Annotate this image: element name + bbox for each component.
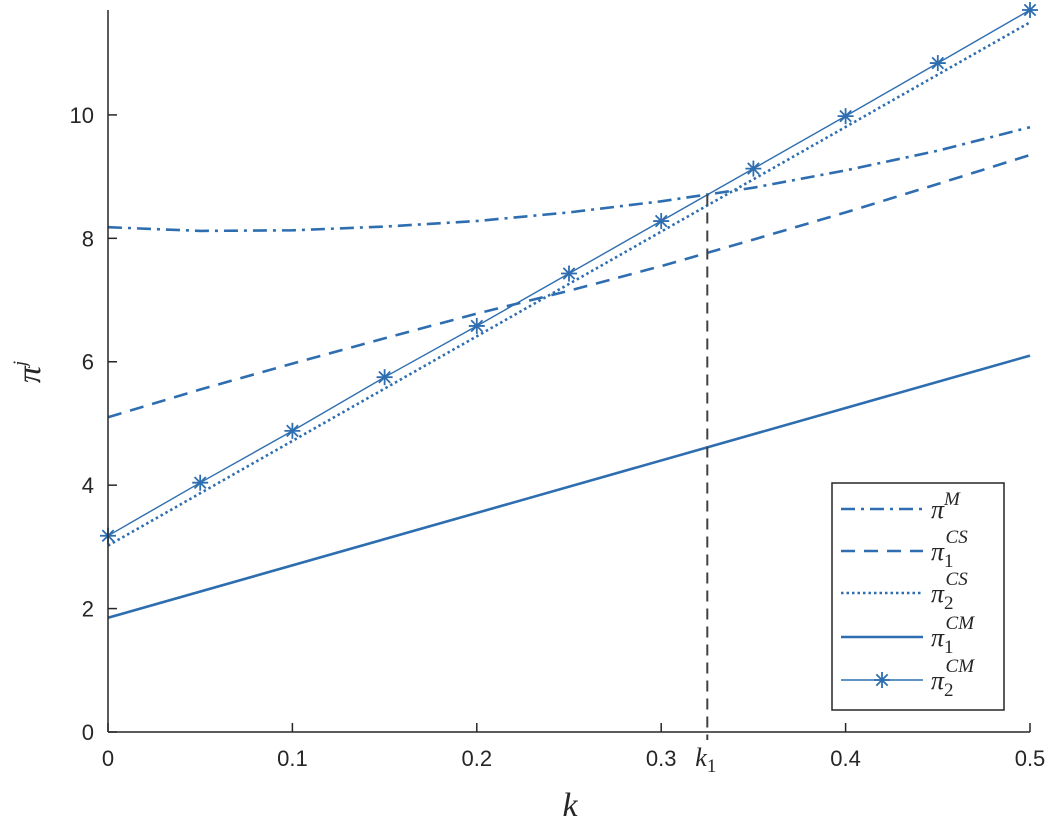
x-tick-label: 0.4 (830, 746, 861, 771)
legend-label-sub: 1 (944, 551, 954, 572)
series-5-point (1022, 2, 1038, 18)
series-line-4 (107, 354, 1031, 620)
y-tick-label: 8 (82, 226, 94, 251)
series-line-1 (107, 125, 1031, 233)
y-axis-label-main: π (11, 365, 48, 383)
series-5-point (929, 55, 946, 72)
x-tick-label: 0.2 (462, 746, 493, 771)
legend-marker-5 (874, 672, 890, 688)
legend-label-sub: 2 (944, 593, 954, 614)
y-tick-label: 0 (82, 720, 94, 745)
series-line-3 (107, 21, 1031, 547)
y-axis-label-sup: j (10, 361, 31, 369)
y-axis-label: πj (10, 361, 48, 383)
y-tick-label: 2 (82, 597, 94, 622)
k1-marker: k1 (695, 194, 716, 777)
series-5-point (745, 160, 762, 177)
x-tick-label: 0 (102, 746, 114, 771)
legend-label-sup: CS (946, 527, 969, 548)
series-5-point (376, 369, 393, 386)
legend-label-sup: CM (946, 656, 976, 677)
x-tick-label: 0.1 (277, 746, 308, 771)
y-tick-label: 10 (70, 103, 94, 128)
legend-label-sup: CM (946, 613, 976, 634)
y-tick-label: 4 (82, 473, 94, 498)
k1-label-sub: 1 (707, 756, 717, 777)
x-tick-label: 0.3 (646, 746, 677, 771)
legend-label-sub: 1 (944, 637, 954, 658)
legend-label-sup: M (943, 489, 961, 510)
ticks: 0 0.1 0.2 0.3 0.4 0.5 0 2 4 6 8 10 (70, 103, 1046, 771)
series-5-point (192, 474, 209, 491)
legend-label-sub: 2 (944, 680, 954, 701)
k1-label: k1 (695, 743, 716, 777)
x-axis-label: k (562, 787, 578, 821)
series-5-point (561, 265, 577, 282)
x-tick-label: 0.5 (1015, 746, 1046, 771)
series-line-2 (107, 153, 1031, 419)
series-5-point (468, 317, 485, 334)
plot-area (100, 2, 1038, 620)
series-5-point (837, 108, 854, 125)
legend-label-sup: CS (946, 569, 969, 590)
y-tick-label: 6 (82, 350, 94, 375)
axes (107, 10, 1030, 733)
legend-box (831, 482, 1005, 711)
series-5-point (653, 213, 670, 230)
series-5-point (284, 422, 301, 439)
